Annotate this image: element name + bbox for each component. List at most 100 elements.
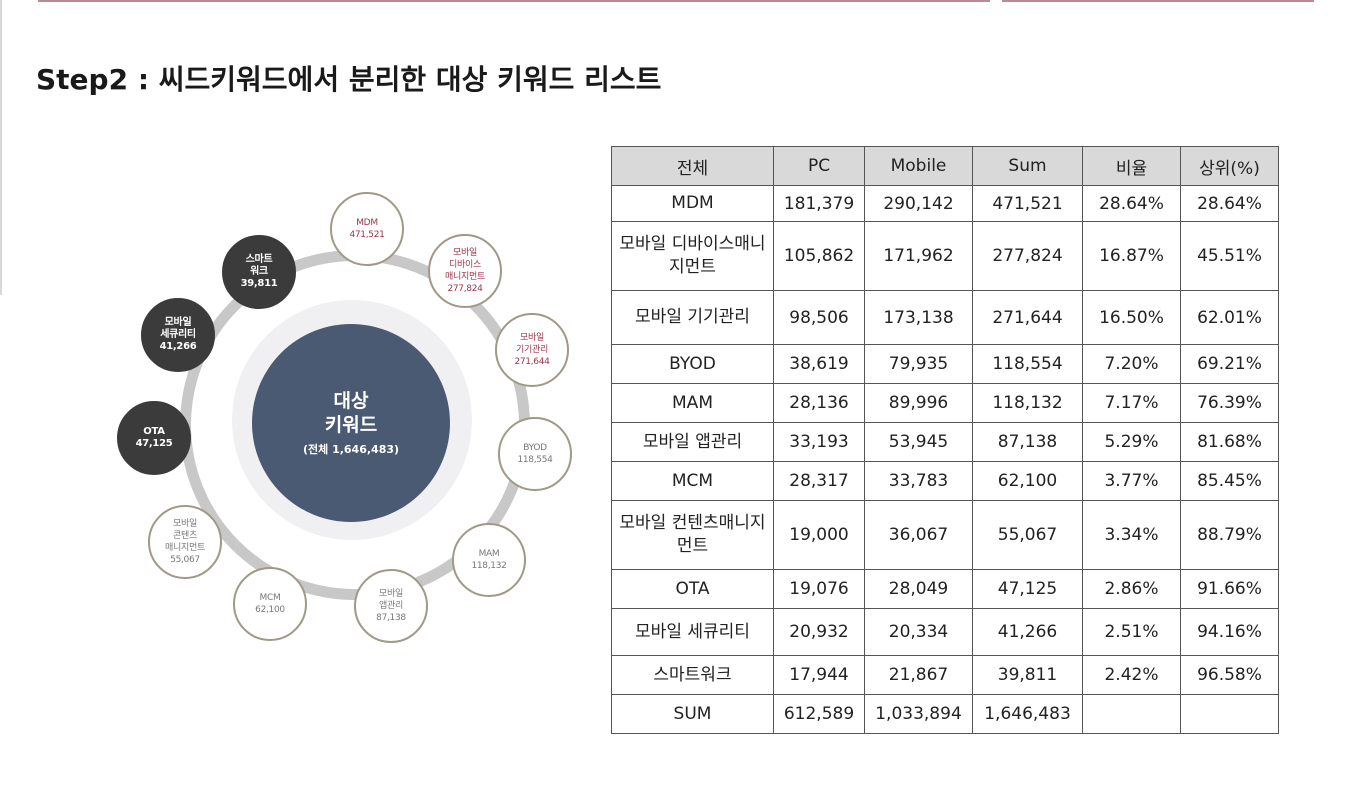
cell-keyword: 모바일 컨텐츠매니지먼트	[611, 500, 774, 570]
keyword-node: MCM 62,100	[233, 567, 307, 641]
cell-cumulative: 28.64%	[1180, 185, 1279, 222]
cell-ratio: 3.34%	[1082, 500, 1181, 570]
table-row: MCM 28,317 33,783 62,100 3.77% 85.45%	[611, 461, 1279, 501]
cell-pc: 28,317	[773, 461, 865, 501]
cell-cumulative: 94.16%	[1180, 608, 1279, 656]
cell-sum: 271,644	[972, 290, 1083, 345]
cell-ratio: 7.17%	[1082, 383, 1181, 423]
node-label: 모바일	[164, 317, 192, 328]
node-label: 62,100	[255, 605, 285, 615]
cell-pc: 38,619	[773, 344, 865, 384]
node-label: 세큐리티	[160, 329, 196, 340]
cell-keyword: MDM	[611, 185, 774, 222]
cell-keyword: 모바일 기기관리	[611, 290, 774, 345]
cell-keyword: 모바일 디바이스매니지먼트	[611, 221, 774, 291]
cell-keyword: BYOD	[611, 344, 774, 384]
node-label: 277,824	[447, 284, 483, 294]
keyword-node: 모바일 콘텐츠 매니지먼트 55,067	[148, 505, 222, 579]
cell-keyword: 모바일 앱관리	[611, 422, 774, 462]
keyword-table: 전체 PC Mobile Sum 비율 상위(%) MDM 181,379 290,…	[611, 146, 1279, 734]
cell-pc: 20,932	[773, 608, 865, 656]
node-label: 271,644	[514, 357, 550, 367]
cell-cumulative: 45.51%	[1180, 221, 1279, 291]
cell-mobile: 173,138	[864, 290, 973, 345]
cell-mobile: 28,049	[864, 569, 973, 609]
cell-pc: 33,193	[773, 422, 865, 462]
cell-mobile: 36,067	[864, 500, 973, 570]
node-label: 모바일	[520, 333, 544, 343]
cell-mobile: 89,996	[864, 383, 973, 423]
cell-sum: 39,811	[972, 655, 1083, 695]
slide-title: Step2 : 씨드키워드에서 분리한 대상 키워드 리스트	[36, 63, 662, 96]
center-total: (전체 1,646,483)	[302, 443, 400, 456]
node-label: MCM	[259, 593, 281, 603]
keyword-node: MAM 118,132	[452, 523, 526, 597]
node-label: 118,554	[517, 455, 553, 465]
node-label: 모바일	[453, 248, 477, 258]
cell-cumulative: 62.01%	[1180, 290, 1279, 345]
cell-pc: 17,944	[773, 655, 865, 695]
table-row: MDM 181,379 290,142 471,521 28.64% 28.64%	[611, 185, 1279, 222]
keyword-node: 모바일 앱관리 87,138	[354, 569, 428, 643]
cell-sum: 87,138	[972, 422, 1083, 462]
cell-cumulative: 85.45%	[1180, 461, 1279, 501]
node-label: MAM	[478, 549, 500, 559]
node-label: 앱관리	[379, 601, 403, 611]
cell-mobile: 20,334	[864, 608, 973, 656]
node-label: 모바일	[173, 519, 197, 529]
cell-cumulative: 76.39%	[1180, 383, 1279, 423]
cell-mobile: 21,867	[864, 655, 973, 695]
cell-keyword: 모바일 세큐리티	[611, 608, 774, 656]
cell-cumulative	[1180, 694, 1279, 734]
cell-mobile: 290,142	[864, 185, 973, 222]
cell-mobile: 79,935	[864, 344, 973, 384]
table-row: OTA 19,076 28,049 47,125 2.86% 91.66%	[611, 569, 1279, 609]
cell-ratio: 5.29%	[1082, 422, 1181, 462]
cell-cumulative: 69.21%	[1180, 344, 1279, 384]
table-row: 모바일 컨텐츠매니지먼트 19,000 36,067 55,067 3.34% 88.79…	[611, 500, 1279, 570]
cell-keyword: 스마트워크	[611, 655, 774, 695]
node-label: MDM	[356, 218, 378, 228]
cell-sum: 62,100	[972, 461, 1083, 501]
top-rule-right	[1002, 0, 1314, 2]
table-row: 모바일 앱관리 33,193 53,945 87,138 5.29% 81.68%	[611, 422, 1279, 462]
node-label: OTA	[143, 426, 165, 437]
node-label: BYOD	[523, 443, 547, 453]
cell-cumulative: 88.79%	[1180, 500, 1279, 570]
table-row: 스마트워크 17,944 21,867 39,811 2.42% 96.58%	[611, 655, 1279, 695]
keyword-node: 스마트 워크 39,811	[222, 235, 296, 309]
node-label: 스마트	[245, 254, 273, 265]
top-rule-left	[38, 0, 990, 2]
left-edge-bar	[0, 0, 2, 295]
keyword-node: MDM 471,521	[330, 192, 404, 266]
node-label: 47,125	[135, 438, 173, 449]
cell-keyword: SUM	[611, 694, 774, 734]
node-label: 87,138	[376, 613, 406, 623]
cell-keyword: MAM	[611, 383, 774, 423]
keyword-node: OTA 47,125	[117, 401, 191, 475]
cell-ratio: 3.77%	[1082, 461, 1181, 501]
header-total: 전체	[611, 146, 774, 186]
center-label-2: 키워드	[324, 414, 378, 436]
cell-ratio: 16.87%	[1082, 221, 1181, 291]
cell-cumulative: 96.58%	[1180, 655, 1279, 695]
cell-cumulative: 81.68%	[1180, 422, 1279, 462]
node-label: 55,067	[170, 555, 200, 565]
cell-mobile: 171,962	[864, 221, 973, 291]
cell-pc: 19,076	[773, 569, 865, 609]
table-row: SUM 612,589 1,033,894 1,646,483	[611, 694, 1279, 734]
node-label: 39,811	[240, 278, 278, 289]
cell-mobile: 33,783	[864, 461, 973, 501]
header-cumulative: 상위(%)	[1180, 146, 1279, 186]
cell-pc: 19,000	[773, 500, 865, 570]
node-label: 기기관리	[516, 345, 548, 355]
cell-cumulative: 91.66%	[1180, 569, 1279, 609]
node-label: 콘텐츠	[173, 531, 197, 541]
cell-pc: 28,136	[773, 383, 865, 423]
cell-sum: 118,554	[972, 344, 1083, 384]
cell-keyword: MCM	[611, 461, 774, 501]
cell-ratio: 2.86%	[1082, 569, 1181, 609]
cell-sum: 471,521	[972, 185, 1083, 222]
node-label: 매니지먼트	[445, 272, 485, 282]
